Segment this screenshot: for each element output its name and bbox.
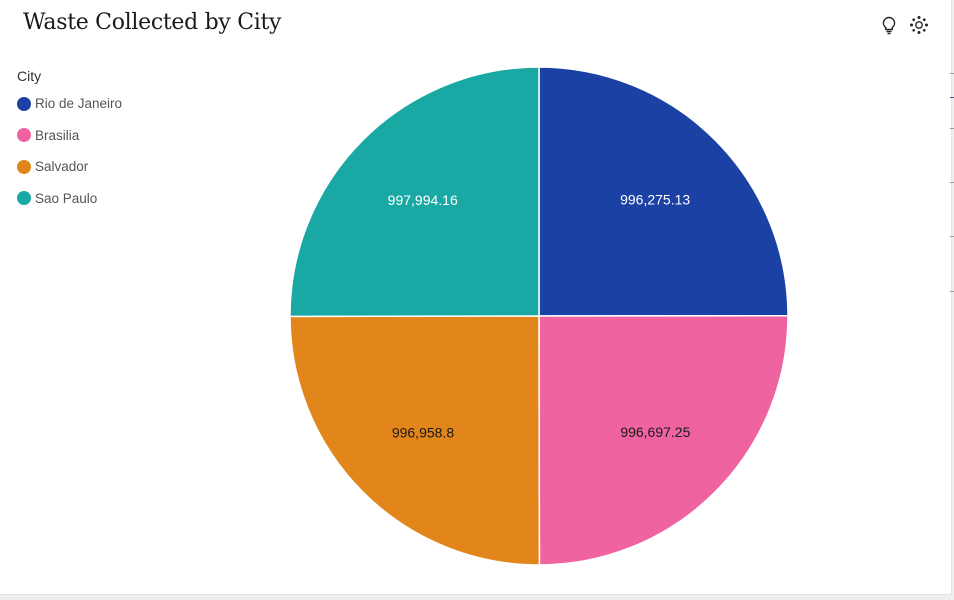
chart-legend: City Rio de Janeiro Brasilia Salvador Sa… (17, 68, 122, 214)
legend-swatch (17, 96, 31, 111)
pie-slice-rio-de-janeiro[interactable] (538, 66, 789, 317)
legend-label: Brasilia (35, 127, 80, 143)
pie-slice-salvador[interactable] (289, 315, 541, 566)
legend-label: Rio de Janeiro (35, 96, 123, 112)
legend-item-brasilia[interactable]: Brasilia (17, 120, 122, 152)
slice-value-label-rio-de-janeiro: 996,275.13 (620, 192, 690, 208)
legend-item-rio-de-janeiro[interactable]: Rio de Janeiro (17, 88, 122, 120)
legend-item-sao-paulo[interactable]: Sao Paulo (17, 183, 122, 215)
chart-title: Waste Collected by City (23, 10, 282, 35)
legend-item-salvador[interactable]: Salvador (17, 151, 122, 183)
legend-swatch (17, 191, 31, 206)
legend-label: Sao Paulo (35, 190, 98, 206)
legend-title: City (17, 68, 42, 84)
slice-value-label-brasilia: 996,697.25 (620, 424, 690, 440)
legend-label: Salvador (35, 159, 89, 175)
sparkle-dots-icon[interactable] (908, 14, 930, 36)
slice-value-label-sao-paulo: 997,994.16 (388, 192, 458, 208)
slice-value-label-salvador: 996,958.8 (392, 424, 454, 440)
pie-slice-brasilia[interactable] (538, 314, 789, 566)
lightbulb-icon[interactable] (878, 14, 900, 36)
legend-swatch (17, 159, 31, 174)
pie-slice-sao-paulo[interactable] (289, 66, 540, 318)
legend-swatch (17, 128, 31, 143)
